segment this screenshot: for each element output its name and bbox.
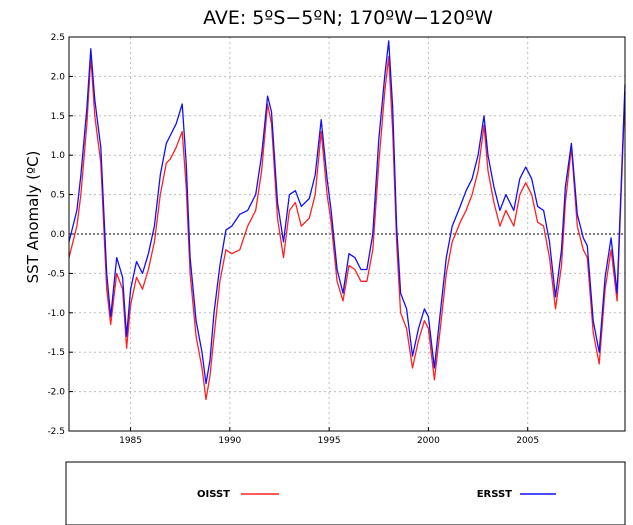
y-tick-label: -1.5 [47,348,65,358]
gridlines [69,37,625,431]
y-tick-label: 1.5 [51,112,65,122]
y-tick-label: 0.5 [51,191,65,201]
x-tick-label: 2000 [417,436,440,446]
x-tick-label: 2005 [516,436,539,446]
series-line-ersst [68,40,626,385]
series-lines [68,40,626,401]
y-tick-label: -1.0 [47,309,65,319]
y-tick-label: -2.0 [47,388,65,398]
y-tick-label: 0.0 [51,230,66,240]
y-tick-label: -0.5 [47,269,65,279]
y-tick-label: 2.5 [51,33,65,43]
legend-label-oisst: OISST [197,489,230,500]
chart-title: AVE: 5ºS−5ºN; 170ºW−120ºW [203,7,493,29]
y-tick-label: 1.0 [51,151,66,161]
plot-frame [68,36,626,432]
y-tick-label: -2.5 [47,427,65,437]
y-axis-label: SST Anomaly (ºC) [24,151,42,284]
x-tick-label: 1995 [318,436,341,446]
x-tick-label: 1990 [218,436,241,446]
series-line-oisst [68,56,626,401]
ticks: -2.5 -2.0 -1.5 -1.0 -0.5 0.0 0.5 1.0 1.5 2.0 2.5 19… [47,33,539,446]
x-tick-label: 1985 [119,436,142,446]
legend: OISST ERSST [65,461,626,525]
y-tick-label: 2.0 [51,72,66,82]
legend-label-ersst: ERSST [477,489,512,500]
